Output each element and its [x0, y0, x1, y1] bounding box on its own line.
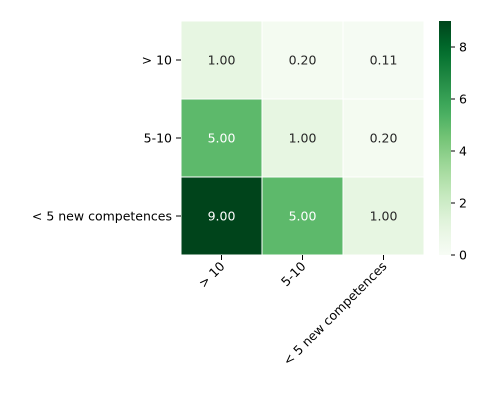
colorbar-tick-label: 8 — [459, 40, 467, 55]
y-tick-label: 5-10 — [144, 131, 172, 146]
heatmap-cells — [180, 20, 425, 256]
heatmap-cell-r0-c2 — [342, 20, 425, 100]
cell-value-label: 9.00 — [208, 209, 236, 224]
cell-value-label: 0.11 — [370, 53, 398, 68]
cell-value-label: 1.00 — [370, 209, 398, 224]
colorbar-tick-label: 0 — [459, 248, 467, 263]
colorbar-tick-label: 2 — [459, 196, 467, 211]
cell-value-label: 5.00 — [208, 131, 236, 146]
cell-value-label: 5.00 — [289, 209, 317, 224]
colorbar-tick-label: 4 — [459, 144, 467, 159]
heatmap-cell-r2-c0 — [180, 176, 263, 256]
cell-value-label: 1.00 — [289, 131, 317, 146]
heatmap-cell-r2-c2 — [342, 176, 425, 256]
colorbar: 0 2 4 6 8 — [439, 21, 467, 263]
heatmap-cell-labels: 1.00 0.20 0.11 5.00 1.00 0.20 9.00 5.00 1.00 — [208, 53, 398, 224]
heatmap-cell-r0-c1 — [261, 20, 344, 100]
heatmap-cell-r0-c0 — [180, 20, 263, 100]
y-tick-label: < 5 new competences — [32, 209, 172, 224]
cell-value-label: 0.20 — [289, 53, 317, 68]
y-axis: > 10 5-10 < 5 new competences — [32, 53, 181, 224]
colorbar-tick-label: 6 — [459, 92, 467, 107]
y-tick-label: > 10 — [142, 53, 172, 68]
cell-value-label: 1.00 — [208, 53, 236, 68]
colorbar-gradient — [439, 21, 451, 255]
cell-value-label: 0.20 — [370, 131, 398, 146]
heatmap-cell-r2-c1 — [261, 176, 344, 256]
